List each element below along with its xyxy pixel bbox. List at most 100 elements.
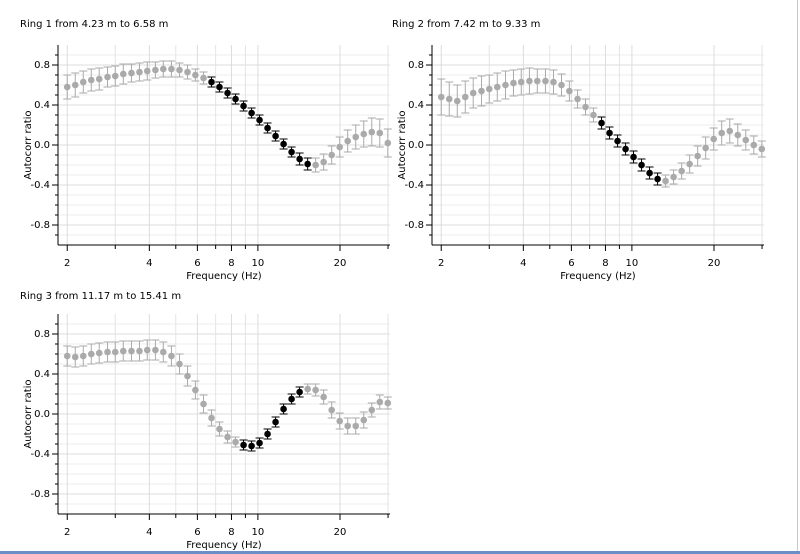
data-point bbox=[558, 81, 565, 89]
data-point bbox=[638, 161, 645, 169]
data-point bbox=[272, 418, 279, 426]
window-edge bbox=[797, 0, 798, 551]
y-tick-label: 0.4 bbox=[408, 100, 424, 111]
data-point bbox=[304, 160, 311, 168]
data-point bbox=[232, 438, 239, 446]
data-point bbox=[320, 393, 327, 401]
x-tick-label: 8 bbox=[602, 258, 608, 269]
data-point bbox=[614, 137, 621, 145]
x-tick-label: 2 bbox=[64, 258, 70, 269]
x-tick-label: 10 bbox=[626, 258, 639, 269]
data-point bbox=[678, 167, 685, 175]
data-point bbox=[192, 386, 199, 394]
data-point bbox=[566, 87, 573, 95]
data-point bbox=[63, 83, 71, 91]
x-tick-label: 20 bbox=[334, 258, 347, 269]
data-point bbox=[152, 66, 159, 74]
data-point bbox=[686, 160, 693, 168]
data-point bbox=[176, 66, 183, 74]
data-point bbox=[71, 353, 79, 361]
x-tick-label: 6 bbox=[568, 258, 574, 269]
x-tick-label: 8 bbox=[228, 527, 234, 538]
data-point bbox=[192, 71, 199, 79]
data-point bbox=[670, 173, 677, 181]
data-point bbox=[272, 132, 279, 140]
data-point bbox=[312, 161, 319, 169]
data-point bbox=[288, 395, 295, 403]
data-point bbox=[526, 77, 533, 85]
y-tick-label: 0.4 bbox=[34, 100, 50, 111]
x-axis-label: Frequency (Hz) bbox=[560, 271, 636, 282]
data-point bbox=[360, 416, 368, 424]
data-point bbox=[352, 133, 360, 141]
data-point bbox=[304, 385, 311, 393]
data-point bbox=[734, 131, 742, 139]
y-tick-label: 0.0 bbox=[408, 140, 424, 151]
data-point bbox=[485, 85, 493, 93]
data-point bbox=[119, 347, 127, 355]
y-tick-label: 0.0 bbox=[34, 409, 50, 420]
data-point bbox=[119, 70, 127, 78]
data-point bbox=[336, 143, 344, 151]
chart-title: Ring 2 from 7.42 m to 9.33 m bbox=[392, 19, 540, 30]
data-point bbox=[328, 151, 335, 159]
data-point bbox=[384, 139, 392, 147]
data-point bbox=[534, 77, 541, 85]
data-point bbox=[216, 425, 223, 433]
data-point bbox=[216, 83, 223, 91]
data-point bbox=[630, 153, 637, 161]
data-point bbox=[160, 348, 167, 356]
data-point bbox=[344, 137, 351, 145]
data-point bbox=[469, 89, 477, 97]
data-point bbox=[328, 406, 335, 414]
data-point bbox=[95, 349, 103, 357]
y-tick-label: 0.0 bbox=[34, 140, 50, 151]
x-tick-label: 20 bbox=[334, 527, 347, 538]
data-point bbox=[654, 175, 661, 183]
data-point bbox=[320, 158, 327, 166]
data-point bbox=[376, 398, 384, 406]
data-point bbox=[152, 346, 159, 354]
data-point bbox=[662, 177, 669, 185]
data-point bbox=[87, 350, 95, 358]
y-tick-label: -0.8 bbox=[30, 220, 50, 231]
data-point bbox=[128, 69, 135, 77]
data-point bbox=[360, 130, 368, 138]
x-tick-label: 20 bbox=[708, 258, 721, 269]
data-point bbox=[200, 74, 207, 82]
data-point bbox=[517, 78, 525, 86]
data-point bbox=[280, 140, 287, 148]
data-point bbox=[582, 103, 589, 111]
data-point bbox=[136, 68, 143, 76]
x-tick-label: 8 bbox=[228, 258, 234, 269]
data-point bbox=[224, 433, 231, 441]
data-point bbox=[750, 141, 758, 149]
data-point bbox=[493, 83, 501, 91]
data-point bbox=[71, 81, 79, 89]
data-point bbox=[622, 145, 629, 153]
data-point bbox=[710, 135, 718, 143]
window-border bbox=[0, 551, 800, 554]
x-tick-label: 4 bbox=[520, 258, 526, 269]
data-point bbox=[232, 95, 239, 103]
data-point bbox=[248, 109, 255, 117]
data-point bbox=[296, 155, 303, 163]
y-tick-label: -0.4 bbox=[30, 449, 50, 460]
data-point bbox=[184, 372, 191, 380]
data-point bbox=[478, 87, 485, 95]
data-point bbox=[208, 78, 215, 86]
data-point bbox=[143, 346, 151, 354]
data-point bbox=[280, 405, 287, 413]
data-point bbox=[240, 441, 247, 449]
x-tick-label: 4 bbox=[146, 527, 152, 538]
data-point bbox=[598, 119, 605, 127]
x-tick-label: 6 bbox=[194, 258, 200, 269]
data-point bbox=[208, 414, 215, 422]
data-point bbox=[453, 97, 461, 105]
y-axis-label: Autocorr ratio bbox=[397, 110, 408, 179]
y-tick-label: -0.4 bbox=[404, 180, 424, 191]
y-tick-label: -0.8 bbox=[404, 220, 424, 231]
data-point bbox=[574, 95, 581, 103]
